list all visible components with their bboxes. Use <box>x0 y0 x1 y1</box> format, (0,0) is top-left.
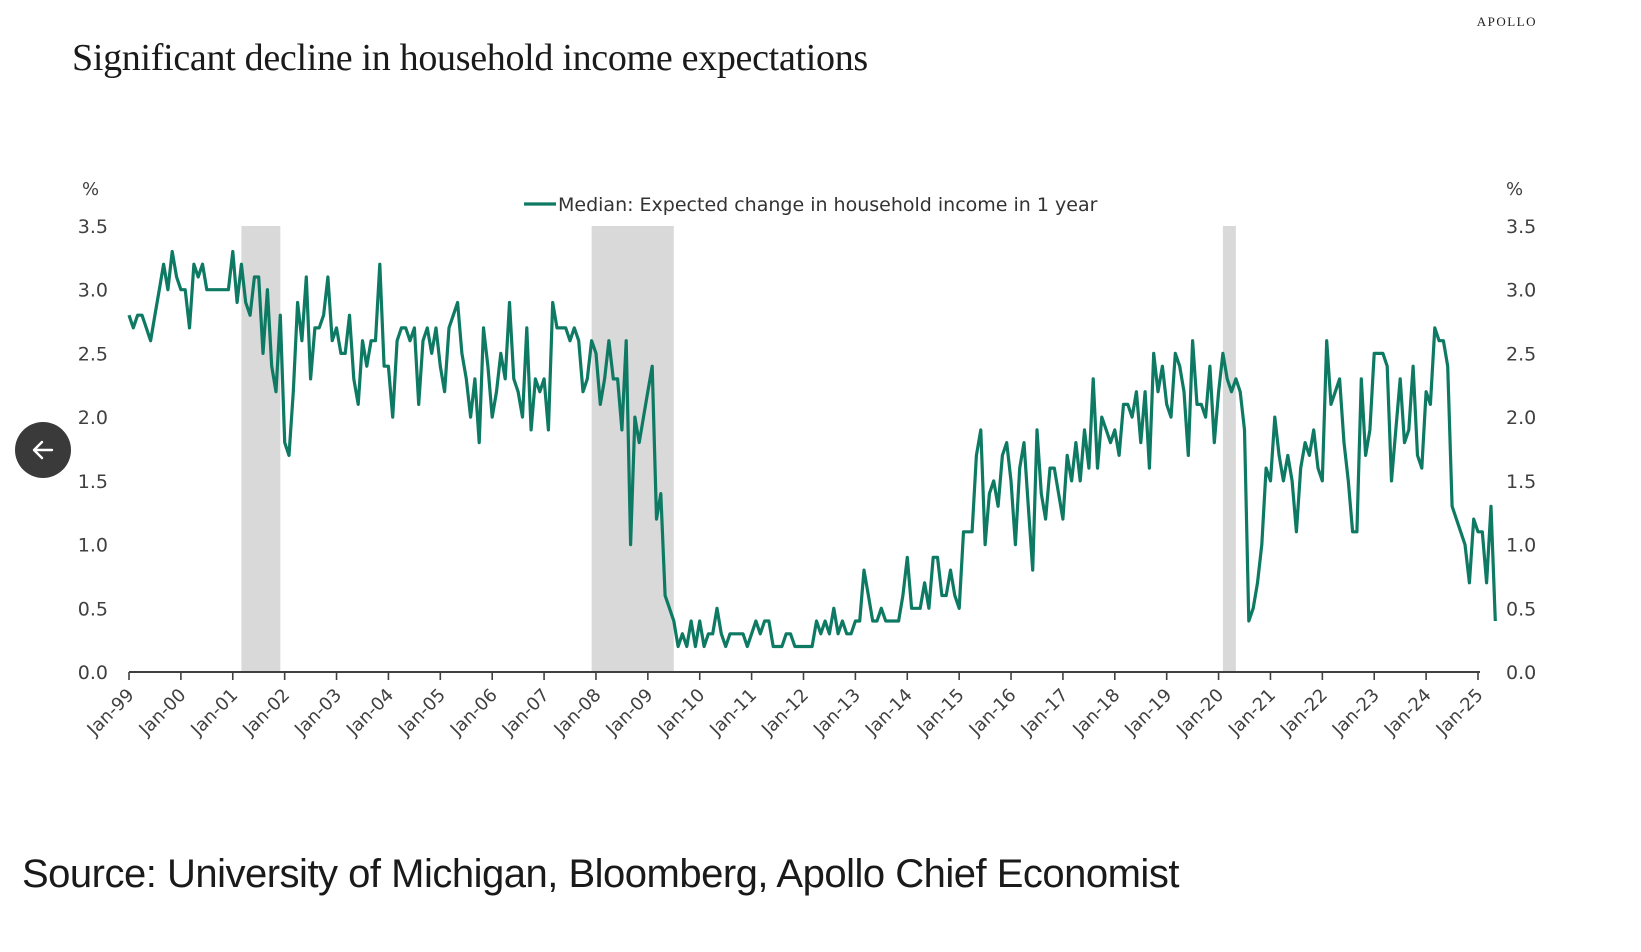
y-tick-label-right: 3.0 <box>1506 280 1536 302</box>
y-axis-left: 0.0 0.5 1.0 1.5 2.0 2.5 3.0 3.5 <box>78 216 108 684</box>
x-tick-label: Jan-18 <box>1068 685 1124 741</box>
x-tick-label: Jan-01 <box>186 685 242 741</box>
y-axis-right: 0.0 0.5 1.0 1.5 2.0 2.5 3.0 3.5 <box>1506 216 1536 684</box>
brand-logo: APOLLO <box>1476 14 1537 29</box>
x-tick-label: Jan-02 <box>238 685 294 741</box>
x-tick-label: Jan-10 <box>653 685 709 741</box>
x-tick-label: Jan-09 <box>601 685 657 741</box>
x-tick-label: Jan-05 <box>394 685 450 741</box>
recession-band <box>1222 226 1236 672</box>
x-tick-label: Jan-06 <box>446 685 502 741</box>
x-tick-label: Jan-11 <box>705 685 761 741</box>
chart-title: Significant decline in household income … <box>72 37 868 79</box>
back-button[interactable] <box>15 422 71 478</box>
x-tick-label: Jan-08 <box>550 685 606 741</box>
legend: Median: Expected change in household inc… <box>524 194 1098 216</box>
x-tick-label: Jan-07 <box>498 685 554 741</box>
x-tick-label: Jan-17 <box>1016 685 1072 741</box>
x-tick-label: Jan-16 <box>965 685 1021 741</box>
source-note: Source: University of Michigan, Bloomber… <box>22 852 1179 896</box>
y-tick-label-left: 0.5 <box>78 598 108 620</box>
y-tick-label-left: 3.5 <box>78 216 108 238</box>
x-tick-label: Jan-20 <box>1172 685 1228 741</box>
arrow-left-icon <box>32 440 54 460</box>
x-tick-label: Jan-14 <box>861 685 917 741</box>
x-tick-label: Jan-15 <box>913 685 969 741</box>
x-tick-label: Jan-21 <box>1224 685 1280 741</box>
y-tick-label-right: 0.5 <box>1506 598 1536 620</box>
y-tick-label-right: 3.5 <box>1506 216 1536 238</box>
x-tick-label: Jan-12 <box>757 685 813 741</box>
series-line <box>127 249 1497 649</box>
x-tick-label: Jan-99 <box>83 685 139 741</box>
x-tick-label: Jan-03 <box>290 685 346 741</box>
y-tick-label-right: 1.0 <box>1506 535 1536 557</box>
x-tick-label: Jan-19 <box>1120 685 1176 741</box>
x-tick-label: Jan-24 <box>1380 685 1436 741</box>
y-tick-label-right: 1.5 <box>1506 471 1536 493</box>
y-tick-label-left: 1.5 <box>78 471 108 493</box>
x-tick-label: Jan-22 <box>1276 685 1332 741</box>
legend-label: Median: Expected change in household inc… <box>558 194 1098 216</box>
y-tick-label-right: 2.0 <box>1506 407 1536 429</box>
x-tick-label: Jan-13 <box>809 685 865 741</box>
x-axis: Jan-99Jan-00Jan-01Jan-02Jan-03Jan-04Jan-… <box>83 672 1488 741</box>
y-tick-label-left: 2.0 <box>78 407 108 429</box>
y-axis-label-right: % <box>1506 179 1523 200</box>
y-tick-label-left: 1.0 <box>78 535 108 557</box>
y-tick-label-right: 0.0 <box>1506 662 1536 684</box>
y-tick-label-left: 2.5 <box>78 343 108 365</box>
y-tick-label-left: 0.0 <box>78 662 108 684</box>
x-tick-label: Jan-00 <box>134 685 190 741</box>
x-tick-label: Jan-04 <box>342 685 398 741</box>
y-tick-label-right: 2.5 <box>1506 343 1536 365</box>
x-tick-label: Jan-25 <box>1432 685 1488 741</box>
x-tick-label: Jan-23 <box>1328 685 1384 741</box>
y-tick-label-left: 3.0 <box>78 280 108 302</box>
y-axis-label-left: % <box>82 179 99 200</box>
